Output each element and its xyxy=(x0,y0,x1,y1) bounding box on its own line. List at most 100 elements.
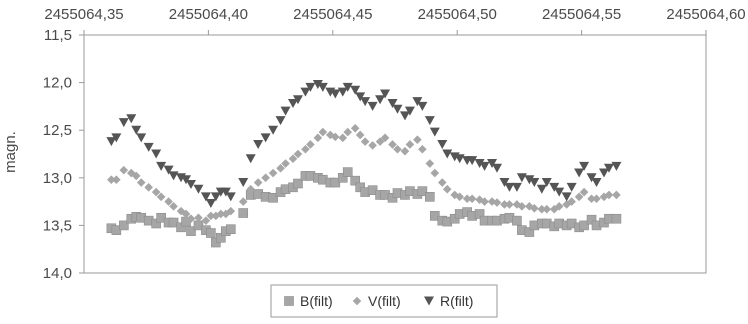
triangle-down-point xyxy=(516,173,527,183)
triangle-down-point xyxy=(541,178,552,188)
triangle-down-point xyxy=(118,118,129,128)
diamond-point xyxy=(517,202,527,211)
triangle-down-point xyxy=(380,89,391,99)
triangle-down-point xyxy=(300,87,311,97)
square-point xyxy=(350,175,360,186)
diamond-point xyxy=(413,135,422,145)
diamond-point xyxy=(430,168,440,178)
triangle-down-point xyxy=(111,133,122,143)
legend-entry-label: V(filt) xyxy=(368,293,401,309)
diamond-point xyxy=(612,190,621,200)
triangle-down-point xyxy=(586,173,597,183)
square-point xyxy=(425,192,435,202)
diamond-point xyxy=(156,192,166,202)
diamond-point xyxy=(455,192,464,202)
y-tick-label: 12,5 xyxy=(43,122,72,139)
triangle-down-point xyxy=(210,192,221,202)
diamond-point xyxy=(164,197,173,206)
triangle-down-point xyxy=(399,111,410,121)
square-point xyxy=(293,178,303,189)
diamond-point xyxy=(261,173,270,183)
triangle-down-point xyxy=(387,99,398,109)
square-point xyxy=(337,173,348,183)
triangle-down-point xyxy=(437,139,448,149)
triangle-down-point xyxy=(292,95,303,105)
diamond-point xyxy=(355,130,365,140)
diamond-point xyxy=(301,144,310,154)
triangle-down-point xyxy=(579,161,590,171)
triangle-down-point xyxy=(566,182,577,192)
legend: B(filt) V(filt) R(filt) xyxy=(270,284,498,318)
triangle-down-point xyxy=(287,99,298,109)
triangle-down-point xyxy=(404,106,415,116)
triangle-down-point xyxy=(168,171,179,181)
diamond-point xyxy=(368,141,377,150)
triangle-down-point xyxy=(131,125,142,135)
triangle-down-point xyxy=(355,92,366,102)
diamond-point xyxy=(176,206,186,216)
x-tick-label: 2455064,45 xyxy=(293,6,372,23)
triangle-down-point xyxy=(126,114,137,124)
triangle-down-point xyxy=(375,95,386,105)
x-tick-label: 2455064,40 xyxy=(169,6,248,23)
diamond-point xyxy=(562,200,571,209)
x-tick-label: 2455064,35 xyxy=(44,6,123,23)
triangle-down-point xyxy=(220,187,231,197)
triangle-down-point xyxy=(225,192,236,202)
diamond-point xyxy=(579,187,589,197)
triangle-down-point xyxy=(392,104,403,114)
x-tick-label: 2455064,60 xyxy=(666,6,745,23)
diamond-point xyxy=(400,146,410,156)
data-markers xyxy=(106,80,622,248)
x-axis: 2455064,35 2455064,40 2455064,45 2455064,50… xyxy=(44,6,746,35)
triangle-down-point xyxy=(524,175,535,185)
triangle-down-point xyxy=(106,137,117,147)
square-point xyxy=(119,220,129,231)
triangle-down-point xyxy=(205,199,216,209)
triangle-down-point xyxy=(499,178,510,188)
diamond-point xyxy=(462,194,472,204)
diamond-point xyxy=(131,171,141,181)
diamond-point xyxy=(136,178,146,187)
triangle-down-point xyxy=(417,101,428,111)
diamond-point xyxy=(475,195,484,204)
triangle-down-point xyxy=(504,182,515,192)
series-0 xyxy=(106,167,622,248)
y-axis: 11,5 12,0 12,5 13,0 13,5 14,0 xyxy=(43,27,84,282)
triangle-down-point xyxy=(163,165,174,175)
diamond-point xyxy=(587,194,596,204)
diamond-point xyxy=(306,140,315,149)
diamond-point xyxy=(592,194,601,204)
diamond-point xyxy=(226,206,236,216)
legend-triangle-down-icon xyxy=(424,296,434,306)
triangle-down-point xyxy=(350,85,361,95)
square-point xyxy=(186,226,196,236)
square-point xyxy=(216,232,226,243)
diamond-point xyxy=(194,213,203,223)
legend-box xyxy=(270,284,498,318)
triangle-down-point xyxy=(454,154,465,164)
legend-square-icon xyxy=(284,296,294,306)
diamond-point xyxy=(276,163,285,173)
square-point xyxy=(225,224,236,235)
triangle-down-point xyxy=(181,175,192,185)
diamond-point xyxy=(530,203,539,213)
y-tick-label: 12,0 xyxy=(43,75,72,92)
plot-border xyxy=(83,34,707,274)
x-tick-label: 2455064,55 xyxy=(542,6,621,23)
triangle-down-point xyxy=(136,133,147,143)
triangle-down-point xyxy=(561,192,572,202)
triangle-down-point xyxy=(367,101,378,111)
plot-frame xyxy=(83,34,707,274)
legend-entry-label: R(filt) xyxy=(440,293,473,309)
diamond-point xyxy=(360,137,370,146)
y-tick-label: 11,5 xyxy=(44,27,72,44)
triangle-down-point xyxy=(591,178,602,188)
triangle-down-point xyxy=(424,116,435,126)
square-point xyxy=(176,222,186,233)
diamond-point xyxy=(181,209,191,219)
square-point xyxy=(151,218,161,229)
diamond-point xyxy=(512,200,522,209)
triangle-down-point xyxy=(492,163,503,173)
diamond-point xyxy=(144,183,153,192)
